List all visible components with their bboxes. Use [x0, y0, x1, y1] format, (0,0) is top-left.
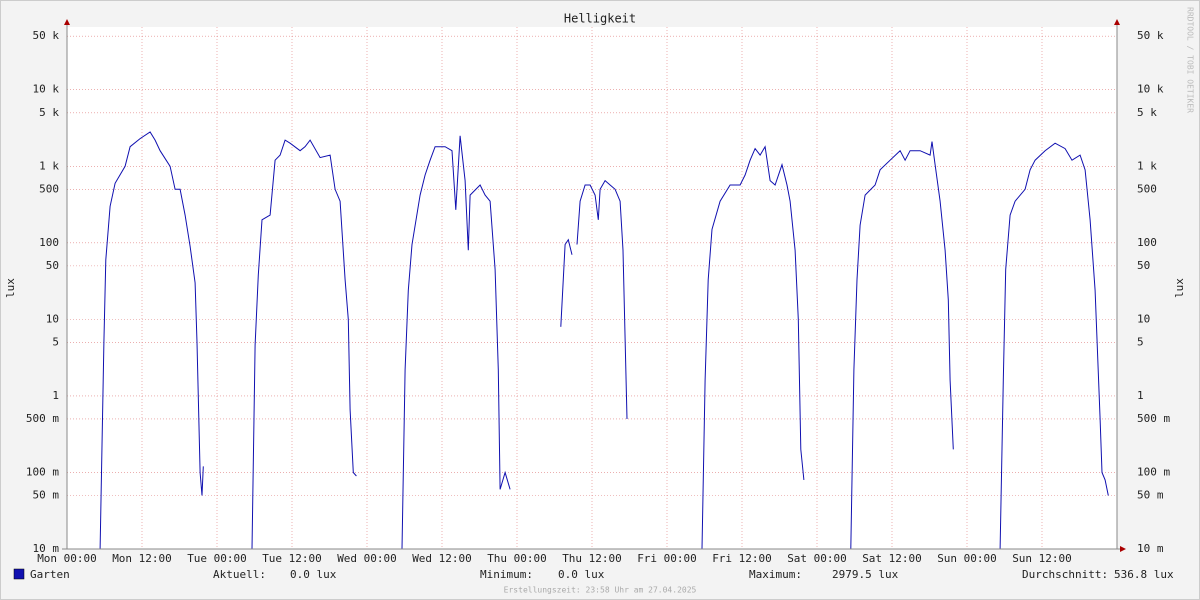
y-tick-label: 5 [52, 335, 59, 348]
y-tick-label: 100 m [26, 465, 59, 478]
y-tick-label: 500 [39, 182, 59, 195]
y-tick-label: 50 m [33, 488, 60, 501]
y-tick-label: 1 k [39, 159, 59, 172]
y-tick-label: 500 m [26, 412, 59, 425]
x-tick-label: Wed 00:00 [337, 552, 397, 565]
y-tick-label: 5 k [39, 106, 59, 119]
y2-tick-label: 10 k [1137, 83, 1164, 96]
x-tick-label: Mon 00:00 [37, 552, 97, 565]
stat-label: Aktuell: [213, 568, 266, 581]
axis-arrow [64, 19, 70, 25]
x-tick-label: Sun 00:00 [937, 552, 997, 565]
y2-tick-label: 1 k [1137, 159, 1157, 172]
stat-label: Durchschnitt: [1022, 568, 1108, 581]
y-tick-label: 50 k [33, 29, 60, 42]
y-tick-label: 1 [52, 389, 59, 402]
y2-axis-label: lux [1173, 278, 1186, 298]
y-tick-label: 100 [39, 236, 59, 249]
y2-tick-label: 10 [1137, 312, 1150, 325]
stat-label: Minimum: [480, 568, 533, 581]
x-tick-label: Mon 12:00 [112, 552, 172, 565]
y2-tick-label: 100 m [1137, 465, 1170, 478]
x-tick-label: Thu 00:00 [487, 552, 547, 565]
x-tick-label: Sun 12:00 [1012, 552, 1072, 565]
y-tick-label: 10 k [33, 83, 60, 96]
axis-arrow [1114, 19, 1120, 25]
x-tick-label: Sat 12:00 [862, 552, 922, 565]
stat-value: 0.0 lux [290, 568, 337, 581]
y2-tick-label: 5 k [1137, 106, 1157, 119]
x-tick-label: Sat 00:00 [787, 552, 847, 565]
x-tick-label: Tue 00:00 [187, 552, 247, 565]
y2-tick-label: 10 m [1137, 542, 1164, 555]
stat-label: Maximum: [749, 568, 802, 581]
x-tick-label: Fri 00:00 [637, 552, 697, 565]
y2-tick-label: 5 [1137, 335, 1144, 348]
y-axis-label: lux [4, 278, 17, 298]
chart-title: Helligkeit [564, 12, 636, 26]
y2-tick-label: 100 [1137, 236, 1157, 249]
stat-value: 536.8 lux [1114, 568, 1174, 581]
axis-arrow [1120, 546, 1126, 552]
y2-tick-label: 500 m [1137, 412, 1170, 425]
lines [99, 131, 1109, 550]
y2-tick-label: 50 [1137, 259, 1150, 272]
watermark: RRDTOOL / TOBI OETIKER [1186, 7, 1195, 113]
data-line [99, 131, 1109, 550]
y-tick-label: 10 m [33, 542, 60, 555]
y-tick-label: 10 [46, 312, 59, 325]
legend-label: Garten [30, 568, 70, 581]
x-tick-label: Thu 12:00 [562, 552, 622, 565]
x-tick-label: Tue 12:00 [262, 552, 322, 565]
y2-tick-label: 50 m [1137, 488, 1164, 501]
y-tick-label: 50 [46, 259, 59, 272]
legend-swatch [13, 568, 25, 580]
footer: Erstellungszeit: 23:58 Uhr am 27.04.2025 [504, 586, 697, 595]
y2-tick-label: 50 k [1137, 29, 1164, 42]
y2-tick-label: 500 [1137, 182, 1157, 195]
stat-value: 2979.5 lux [832, 568, 899, 581]
x-tick-label: Wed 12:00 [412, 552, 472, 565]
stat-value: 0.0 lux [558, 568, 605, 581]
x-tick-label: Fri 12:00 [712, 552, 772, 565]
y2-tick-label: 1 [1137, 389, 1144, 402]
